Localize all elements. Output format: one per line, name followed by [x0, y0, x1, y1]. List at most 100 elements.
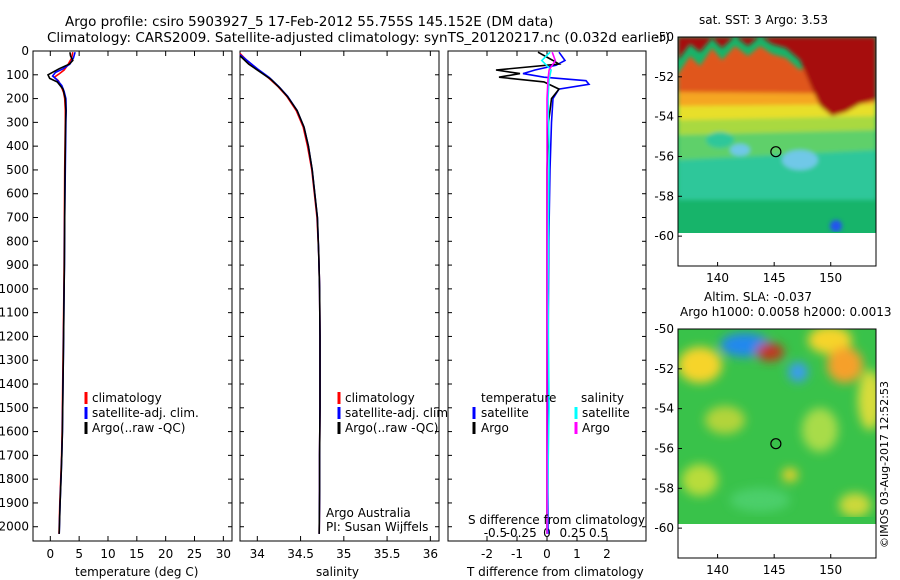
y-tick-label: 0 [21, 44, 29, 58]
legend-label-sal-argo: Argo [582, 421, 610, 435]
map-y-tick-label: -58 [654, 189, 674, 203]
s-difference-axis-ticks: -0.5-0.25 0 0.25 0.5 [484, 526, 608, 540]
x-tick-label: 15 [129, 547, 144, 561]
temperature-profile-lines [46, 51, 76, 534]
salinity-axis-label: salinity [316, 565, 359, 579]
y-tick-label: 200 [6, 92, 29, 106]
map-y-tick-label: -56 [654, 441, 674, 455]
y-tick-label: 400 [6, 139, 29, 153]
temperature-panel: 0100200300400500600700800900100011001200… [0, 44, 233, 579]
x-tick-label: 36 [423, 547, 438, 561]
argo-location-marker [770, 438, 782, 450]
y-tick-label: 300 [6, 115, 29, 129]
x-tick-label: 30 [216, 547, 231, 561]
map-y-tick-label: -60 [654, 521, 674, 535]
y-tick-label: 1000 [0, 282, 29, 296]
sla-map-subtitle: Argo h1000: 0.0058 h2000: 0.0013 [680, 305, 892, 319]
x-tick-label: 5 [75, 547, 83, 561]
map-y-tick-label: -58 [654, 481, 674, 495]
y-tick-label: 1900 [0, 496, 29, 510]
map-y-tick-label: -56 [654, 149, 674, 163]
sla-map-panel: Altim. SLA: -0.037 Argo h1000: 0.0058 h2… [654, 290, 891, 577]
sla-field [678, 329, 876, 517]
salinity-panel: 34 34.5 35 35.5 36 salinity climatology sate… [239, 50, 452, 579]
x-tick-label: 34 [250, 547, 265, 561]
s-tick-label: 0.25 [559, 526, 586, 540]
map-y-tick-label: -54 [654, 110, 674, 124]
map-x-tick-label: 150 [819, 563, 842, 577]
legend-label-sal-satellite: satellite [582, 406, 630, 420]
y-tick-label: 1500 [0, 401, 29, 415]
legend-label-argo: Argo(..raw -QC) [345, 421, 438, 435]
y-tick-label: 500 [6, 163, 29, 177]
x-tick-label: 0 [46, 547, 54, 561]
figure-title-line2: Climatology: CARS2009. Satellite-adjuste… [47, 30, 670, 46]
x-tick-label: 10 [100, 547, 115, 561]
temperature-legend: climatology satellite-adj. clim. Argo(..… [84, 391, 199, 435]
series-line-salinity-argo [546, 51, 557, 534]
argo-australia-label: Argo Australia [326, 506, 411, 520]
x-tick-label: 0 [543, 547, 551, 561]
legend-label-temp-argo: Argo [481, 421, 509, 435]
sst-map-panel: sat. SST: 3 Argo: 3.53 140 1 [654, 13, 877, 285]
map-y-tick-label: -50 [654, 30, 674, 44]
map-y-tick-label: -52 [654, 70, 674, 84]
map-x-tick-label: 150 [819, 271, 842, 285]
legend-label-climatology: climatology [92, 391, 162, 405]
y-tick-label: 600 [6, 187, 29, 201]
x-tick-label: 35.5 [374, 547, 401, 561]
argo-location-marker [770, 146, 782, 158]
salinity-legend: climatology satellite-adj. clim. Argo(..… [337, 391, 452, 435]
map-x-tick-label: 145 [763, 271, 786, 285]
y-tick-label: 1800 [0, 472, 29, 486]
map-y-tick-label: -60 [654, 229, 674, 243]
sla-map-ticks: 140 145 150 -50 -52 -54 -56 -58 -60 [654, 322, 842, 577]
y-tick-label: 800 [6, 234, 29, 248]
legend-title-salinity: salinity [581, 391, 624, 405]
x-tick-label: 1 [573, 547, 581, 561]
map-y-tick-label: -52 [654, 362, 674, 376]
y-tick-label: 1700 [0, 448, 29, 462]
legend-label-satellite-adj: satellite-adj. clim. [92, 406, 199, 420]
x-tick-label: 34.5 [287, 547, 314, 561]
s-difference-label: S difference from climatology [468, 513, 645, 527]
salinity-profile-lines [239, 52, 321, 534]
sst-map-title: sat. SST: 3 Argo: 3.53 [699, 13, 828, 27]
x-tick-label: 20 [158, 547, 173, 561]
y-tick-label: 700 [6, 211, 29, 225]
y-tick-label: 2000 [0, 520, 29, 534]
s-tick-label: 0.5 [589, 526, 608, 540]
series-line-argo-raw-qc- [46, 52, 74, 534]
x-tick-label: 35 [336, 547, 351, 561]
legend-label-climatology: climatology [345, 391, 415, 405]
t-difference-axis-ticks: -2 -1 0 1 2 [448, 50, 646, 561]
imos-credit: ©IMOS 03-Aug-2017 12:52:53 [878, 381, 891, 548]
s-tick-label: -0.25 [506, 526, 537, 540]
legend-label-temp-satellite: satellite [481, 406, 529, 420]
y-tick-label: 900 [6, 258, 29, 272]
legend-title-temperature: temperature [481, 391, 556, 405]
map-x-tick-label: 140 [706, 271, 729, 285]
map-y-tick-label: -50 [654, 322, 674, 336]
legend-label-satellite-adj: satellite-adj. clim. [345, 406, 452, 420]
map-x-tick-label: 145 [763, 563, 786, 577]
sst-map-ticks: 140 145 150 -50 -52 -54 -56 -58 -60 [654, 30, 842, 285]
sla-map-title: Altim. SLA: -0.037 [704, 290, 812, 304]
x-tick-label: -2 [481, 547, 493, 561]
pi-label: PI: Susan Wijffels [326, 520, 428, 534]
temperature-axis-ticks: 0 5 10 15 20 25 30 [46, 50, 232, 561]
y-tick-label: 100 [6, 68, 29, 82]
salinity-axis-ticks: 34 34.5 35 35.5 36 [240, 50, 439, 561]
difference-profile-lines [495, 51, 591, 534]
y-tick-label: 1600 [0, 425, 29, 439]
temperature-axis-label: temperature (deg C) [75, 565, 198, 579]
t-difference-label: T difference from climatology [466, 565, 644, 579]
difference-panel: -2 -1 0 1 2 -0.5-0.25 0 0.25 0.5 S difference f… [447, 50, 647, 579]
x-tick-label: -1 [511, 547, 523, 561]
sst-field [678, 37, 876, 232]
temperature-difference-legend: temperature satellite Argo [472, 391, 556, 435]
x-tick-label: 2 [603, 547, 611, 561]
y-tick-label: 1400 [0, 377, 29, 391]
y-tick-label: 1200 [0, 329, 29, 343]
